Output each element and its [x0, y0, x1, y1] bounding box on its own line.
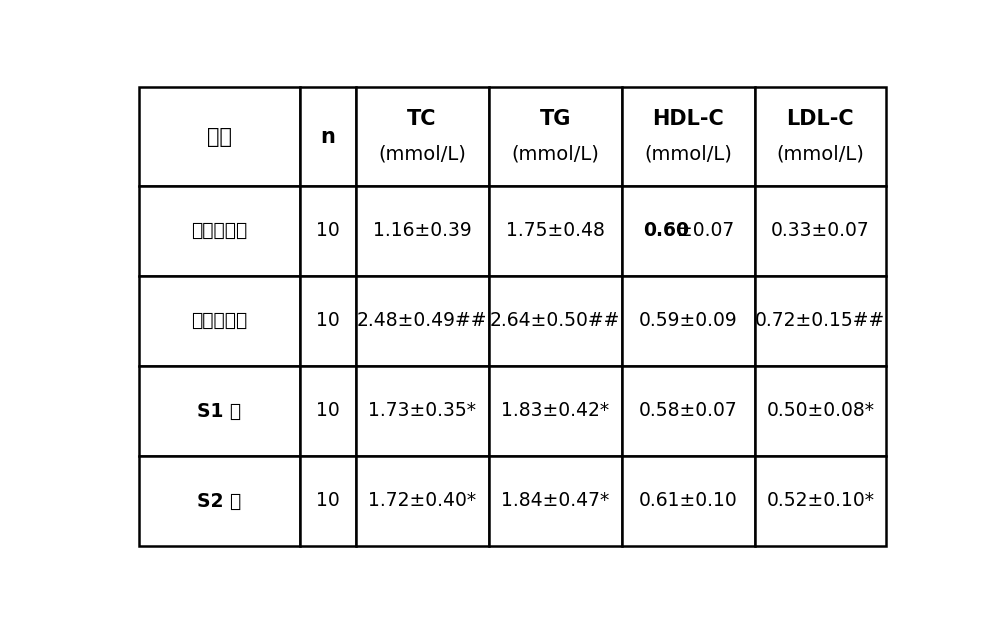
Bar: [300, 87, 356, 186]
Text: 正常对照组: 正常对照组: [191, 221, 247, 240]
Bar: [356, 87, 489, 186]
Text: ±0.07: ±0.07: [677, 221, 735, 240]
Text: (mmol/L): (mmol/L): [378, 145, 466, 164]
Bar: [356, 366, 489, 456]
Bar: [139, 456, 300, 546]
Bar: [356, 186, 489, 276]
Text: 模型对照组: 模型对照组: [191, 312, 247, 330]
Bar: [139, 87, 300, 186]
Text: 10: 10: [316, 492, 339, 510]
Bar: [300, 186, 356, 276]
Text: TC: TC: [407, 109, 437, 129]
Bar: [755, 456, 886, 546]
Text: 0.33±0.07: 0.33±0.07: [771, 221, 870, 240]
Text: 1.83±0.42*: 1.83±0.42*: [501, 401, 609, 421]
Text: 2.48±0.49##: 2.48±0.49##: [357, 312, 487, 330]
Text: (mmol/L): (mmol/L): [511, 145, 599, 164]
Text: LDL-C: LDL-C: [786, 109, 854, 129]
Bar: [755, 276, 886, 366]
Bar: [356, 276, 489, 366]
Text: n: n: [320, 127, 335, 147]
Bar: [300, 456, 356, 546]
Bar: [139, 366, 300, 456]
Bar: [622, 276, 755, 366]
Text: (mmol/L): (mmol/L): [776, 145, 864, 164]
Text: 0.72±0.15##: 0.72±0.15##: [755, 312, 885, 330]
Text: 组别: 组别: [207, 127, 232, 147]
Bar: [755, 186, 886, 276]
Bar: [356, 456, 489, 546]
Text: TG: TG: [539, 109, 571, 129]
Bar: [755, 366, 886, 456]
Text: 10: 10: [316, 401, 339, 421]
Bar: [489, 87, 622, 186]
Text: 1.16±0.39: 1.16±0.39: [373, 221, 471, 240]
Bar: [622, 186, 755, 276]
Text: (mmol/L): (mmol/L): [644, 145, 732, 164]
Bar: [139, 186, 300, 276]
Text: 10: 10: [316, 312, 339, 330]
Text: 0.58±0.07: 0.58±0.07: [639, 401, 737, 421]
Text: 0.60: 0.60: [643, 221, 689, 240]
Bar: [489, 366, 622, 456]
Bar: [755, 87, 886, 186]
Bar: [622, 87, 755, 186]
Text: HDL-C: HDL-C: [652, 109, 724, 129]
Text: 0.50±0.08*: 0.50±0.08*: [766, 401, 874, 421]
Text: 1.84±0.47*: 1.84±0.47*: [501, 492, 609, 510]
Text: 0.61±0.10: 0.61±0.10: [639, 492, 737, 510]
Bar: [622, 366, 755, 456]
Text: 10: 10: [316, 221, 339, 240]
Text: 0.52±0.10*: 0.52±0.10*: [766, 492, 874, 510]
Text: 1.75±0.48: 1.75±0.48: [506, 221, 605, 240]
Bar: [139, 276, 300, 366]
Bar: [489, 276, 622, 366]
Text: 1.72±0.40*: 1.72±0.40*: [368, 492, 476, 510]
Text: 1.73±0.35*: 1.73±0.35*: [368, 401, 476, 421]
Bar: [489, 456, 622, 546]
Bar: [622, 456, 755, 546]
Bar: [300, 276, 356, 366]
Bar: [300, 366, 356, 456]
Text: 2.64±0.50##: 2.64±0.50##: [490, 312, 620, 330]
Text: 0.59±0.09: 0.59±0.09: [639, 312, 737, 330]
Text: S1 组: S1 组: [197, 401, 241, 421]
Bar: [489, 186, 622, 276]
Text: S2 组: S2 组: [197, 492, 241, 510]
